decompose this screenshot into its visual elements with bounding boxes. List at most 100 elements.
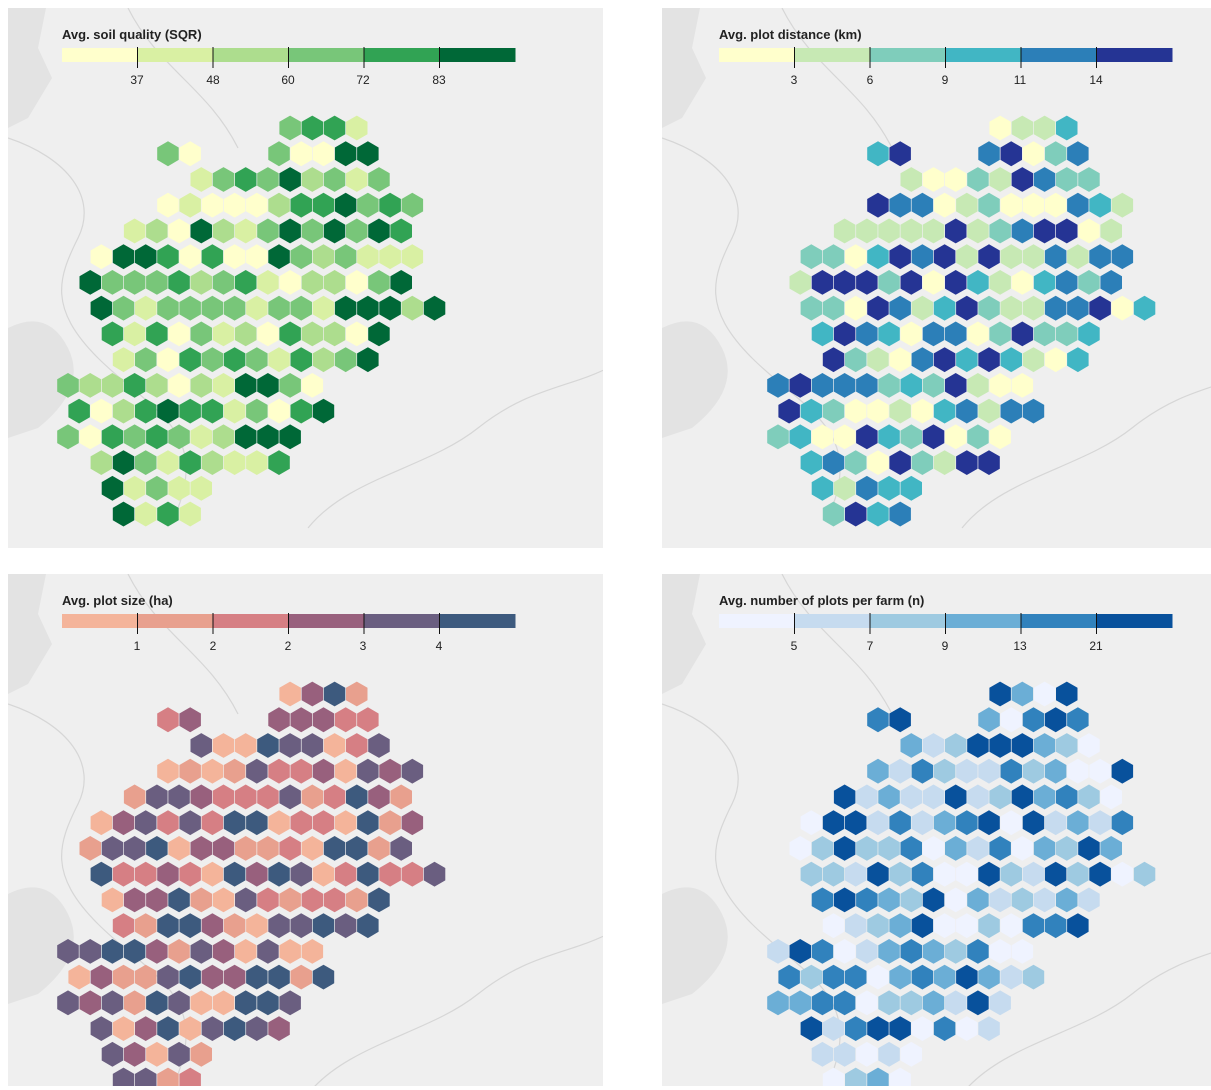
hex-cell: [301, 373, 324, 398]
hex-cell: [845, 1016, 867, 1041]
hex-cell: [1000, 141, 1022, 167]
hex-cell: [334, 913, 357, 939]
hex-cell: [878, 321, 900, 347]
hex-cell: [833, 939, 856, 964]
hex-cell: [933, 1016, 956, 1041]
hex-cell: [112, 913, 135, 939]
hex-cell: [1000, 758, 1022, 784]
hex-cell: [190, 218, 212, 244]
hex-cell: [1033, 733, 1056, 758]
hex-cell: [279, 167, 301, 192]
hex-cell: [346, 836, 368, 861]
hex-cell: [1044, 192, 1067, 218]
hex-cell: [822, 810, 845, 836]
hex-cell: [323, 733, 346, 758]
hex-cell: [867, 861, 889, 887]
hex-cell: [323, 836, 346, 861]
hex-cell: [212, 270, 235, 295]
basemap: [662, 574, 1211, 1086]
hex-cell: [1022, 810, 1045, 836]
hex-cell: [945, 167, 967, 192]
hex-cell: [845, 501, 867, 527]
hex-cell: [933, 913, 956, 939]
hex-cell: [157, 295, 179, 321]
hex-cell: [179, 1067, 201, 1086]
hex-cell: [179, 192, 201, 218]
hex-cell: [800, 450, 823, 475]
hex-cell: [1022, 861, 1045, 887]
hex-cell: [845, 810, 867, 836]
hex-cell: [989, 270, 1011, 295]
legend-color-segment: [62, 48, 138, 62]
hex-cell: [290, 347, 312, 373]
hex-cell: [1089, 861, 1111, 887]
hex-cell: [845, 1067, 867, 1086]
legend-tick-label: 83: [432, 73, 446, 87]
hex-cell: [135, 1067, 157, 1086]
hex-cell: [1067, 244, 1089, 270]
hex-cell: [822, 347, 845, 373]
hex-cell: [1000, 810, 1022, 836]
hex-cell: [379, 810, 401, 836]
hex-cell: [157, 913, 179, 939]
hex-cell: [301, 681, 324, 707]
hex-cell: [212, 733, 235, 758]
hex-cell: [767, 373, 789, 398]
hex-cell: [811, 990, 834, 1016]
hex-cell: [334, 141, 357, 167]
hex-cell: [334, 192, 357, 218]
hex-cell: [223, 244, 246, 270]
hex-cell: [1044, 244, 1067, 270]
hex-cell: [390, 218, 412, 244]
hex-cell: [989, 784, 1011, 810]
hex-cell: [168, 321, 190, 347]
hex-cell: [123, 939, 146, 964]
hex-cell: [878, 836, 900, 861]
hex-cell: [1044, 707, 1067, 733]
hex-cell: [900, 373, 922, 398]
hex-cell: [212, 373, 235, 398]
hex-cell: [778, 964, 800, 990]
hex-cell: [212, 836, 235, 861]
hex-cell: [323, 115, 346, 141]
hex-cell: [257, 373, 279, 398]
hex-cell: [1056, 733, 1078, 758]
hex-cell: [235, 836, 257, 861]
hex-cell: [146, 1041, 168, 1067]
hex-cell: [956, 398, 978, 424]
hex-cell: [833, 424, 856, 450]
hex-cell: [1056, 784, 1078, 810]
hex-cell: [1111, 861, 1134, 887]
hex-cell: [1033, 887, 1056, 913]
hex-cell: [157, 192, 179, 218]
hex-cell: [1067, 913, 1089, 939]
hex-cell: [334, 758, 357, 784]
hex-cell: [168, 475, 190, 501]
hex-cell: [257, 321, 279, 347]
hex-cell: [312, 861, 335, 887]
hex-cell: [312, 964, 335, 990]
hex-cell: [967, 836, 989, 861]
hex-cell: [212, 784, 235, 810]
hex-cell: [889, 244, 911, 270]
hex-cell: [112, 450, 135, 475]
hex-cell: [978, 758, 1000, 784]
legend-tick-label: 11: [1014, 73, 1027, 87]
hex-cell: [1011, 373, 1034, 398]
hex-cell: [279, 681, 301, 707]
hex-cell: [956, 861, 978, 887]
hex-cell: [146, 218, 168, 244]
hex-cell: [246, 1016, 268, 1041]
legend-color-segment: [1021, 614, 1097, 628]
hex-cell: [90, 244, 113, 270]
hex-cell: [301, 887, 324, 913]
hex-cell: [1056, 270, 1078, 295]
legend-tick-label: 9: [942, 73, 949, 87]
hex-cell: [1033, 321, 1056, 347]
hex-cell: [135, 398, 157, 424]
hex-cell: [1067, 192, 1089, 218]
legend-tick-label: 21: [1089, 639, 1103, 653]
basemap-river: [8, 703, 187, 1075]
hex-cell: [878, 424, 900, 450]
legend: Avg. soil quality (SQR) 37 48 60 72 83: [62, 27, 516, 87]
